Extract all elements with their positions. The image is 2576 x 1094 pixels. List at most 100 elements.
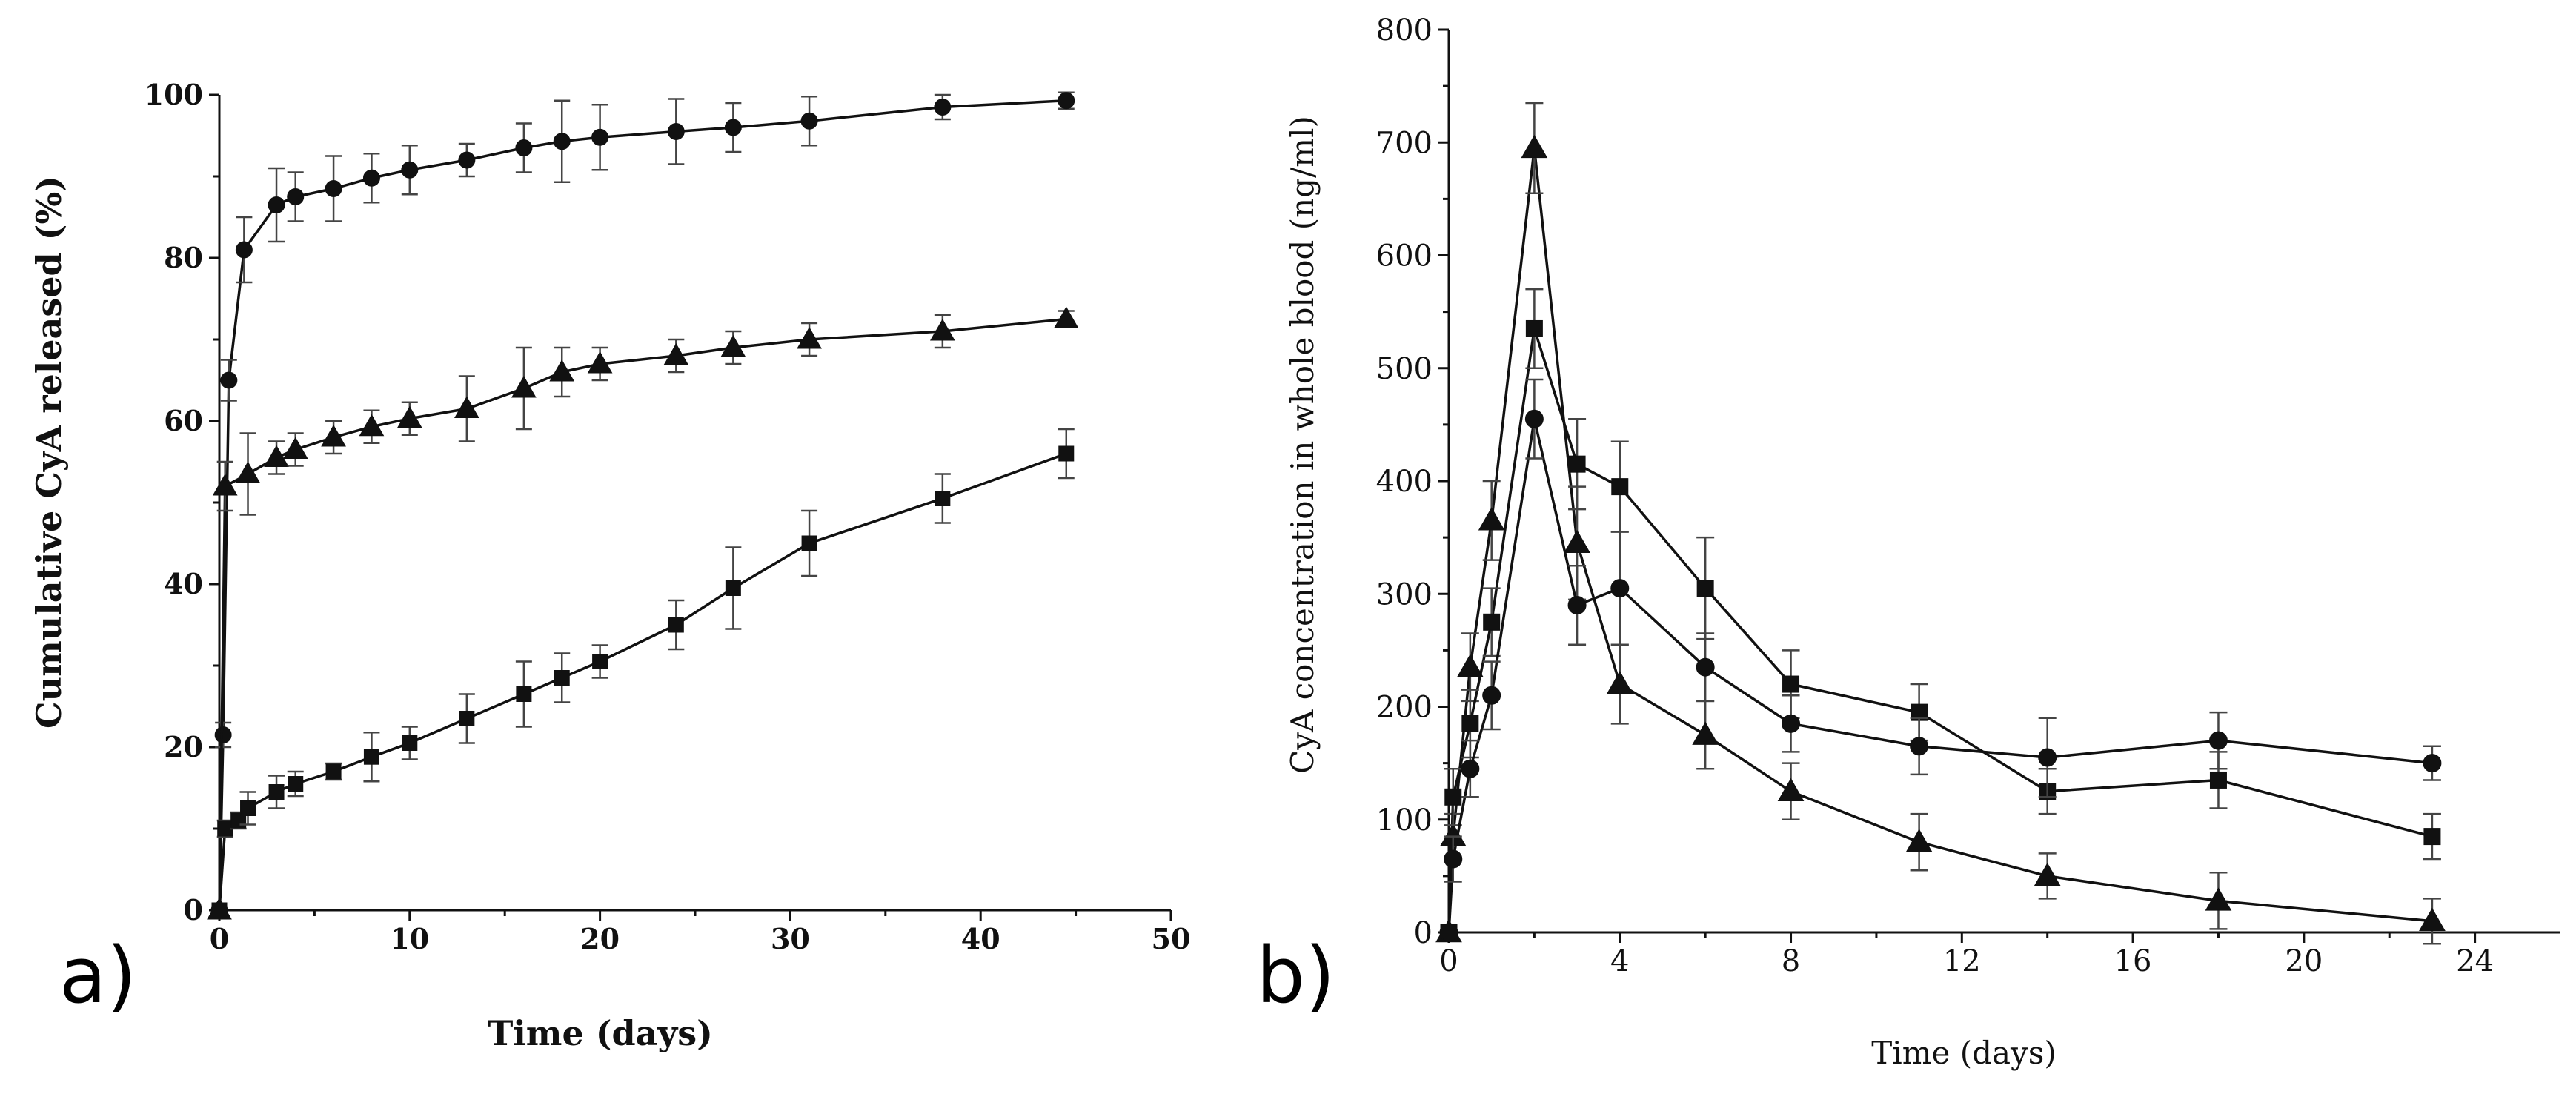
series-circle <box>210 91 1075 919</box>
y-tick-label: 0 <box>184 893 203 926</box>
data-point-circle <box>1461 759 1480 778</box>
x-tick-label: 0 <box>210 922 229 955</box>
series-line-square <box>1447 328 2433 933</box>
y-tick-label: 800 <box>1376 13 1433 47</box>
data-point-circle <box>2423 754 2442 773</box>
data-point-circle <box>1610 579 1630 598</box>
panel-a-ticks: 0 10 20 30 40 50 0 20 40 60 80 100 <box>145 78 1191 955</box>
data-point-circle <box>591 128 609 146</box>
data-point-triangle <box>282 437 308 459</box>
y-tick-label: 600 <box>1376 239 1433 274</box>
panel-b-y-axis-title: CyA concentration in whole blood (ng/ml) <box>1284 116 1321 774</box>
data-point-triangle <box>929 318 955 341</box>
data-point-triangle <box>1606 671 1633 694</box>
data-point-triangle <box>1456 654 1484 677</box>
data-point-circle <box>214 726 232 743</box>
data-point-triangle <box>663 342 689 365</box>
data-point-circle <box>268 196 285 213</box>
data-point-triangle <box>797 326 822 349</box>
data-point-square <box>1611 478 1629 496</box>
data-point-circle <box>325 180 342 197</box>
data-point-square <box>459 711 475 726</box>
x-tick-label: 40 <box>961 922 1000 955</box>
series-triangle <box>1435 102 2446 945</box>
panel-b-ticks: 0 4 8 12 16 20 24 0 100 200 300 400 500 600 700 800 <box>1376 13 2494 978</box>
series-line-circle <box>218 99 1066 911</box>
y-tick-label: 100 <box>1376 803 1433 838</box>
data-point-square <box>211 902 228 918</box>
data-point-square <box>1058 445 1075 462</box>
data-point-triangle <box>1053 306 1079 328</box>
data-point-square <box>725 580 741 596</box>
panel-b-chart: 0 4 8 12 16 20 24 0 100 200 300 400 500 600 700 800 Tim… <box>1256 13 2560 1071</box>
data-point-triangle <box>1564 529 1590 553</box>
data-point-square <box>935 491 951 506</box>
x-tick-label: 24 <box>2456 944 2494 978</box>
data-point-square <box>288 776 304 792</box>
panel-b-series <box>1435 102 2446 945</box>
data-point-triangle <box>1521 134 1548 159</box>
data-point-square <box>554 670 570 686</box>
x-tick-label: 0 <box>1439 944 1458 978</box>
y-tick-label: 300 <box>1376 577 1433 611</box>
data-point-circle <box>800 112 818 130</box>
y-tick-label: 700 <box>1376 126 1433 160</box>
data-point-square <box>1782 675 1800 693</box>
data-point-triangle <box>1777 778 1805 801</box>
series-line-triangle <box>218 317 1066 911</box>
data-point-square <box>268 784 285 800</box>
data-point-triangle <box>359 414 385 437</box>
data-point-triangle <box>321 424 346 447</box>
data-point-circle <box>220 371 238 389</box>
data-point-circle <box>1058 92 1075 110</box>
y-tick-label: 500 <box>1376 352 1433 386</box>
series-circle <box>1439 378 2442 942</box>
panel-a-x-axis-title: Time (days) <box>488 1013 713 1053</box>
data-point-circle <box>724 119 742 136</box>
data-point-circle <box>667 123 685 140</box>
data-point-square <box>402 735 418 751</box>
panel-a-axes <box>218 95 1171 912</box>
data-point-square <box>801 535 817 551</box>
data-point-circle <box>401 161 419 179</box>
x-tick-label: 16 <box>2114 944 2152 978</box>
data-point-square <box>592 654 608 669</box>
data-point-square <box>2209 771 2227 789</box>
panel-a-y-axis-title: Cumulative CyA released (%) <box>29 176 69 729</box>
data-point-triangle <box>2034 862 2061 886</box>
data-point-triangle <box>212 473 238 496</box>
y-tick-label: 60 <box>164 404 203 437</box>
data-point-square <box>516 686 532 702</box>
data-point-circle <box>362 169 380 187</box>
data-point-circle <box>1444 849 1463 869</box>
data-point-circle <box>2038 748 2057 767</box>
data-point-circle <box>458 151 476 169</box>
y-tick-label: 100 <box>145 78 203 111</box>
data-point-square <box>1483 613 1501 631</box>
panel-a-label: a) <box>59 930 136 1021</box>
data-point-square <box>240 800 256 816</box>
y-tick-label: 400 <box>1376 465 1433 499</box>
data-point-triangle <box>454 396 479 418</box>
data-point-square <box>1568 455 1586 473</box>
panel-b-label: b) <box>1256 930 1335 1021</box>
data-point-triangle <box>2419 907 2446 932</box>
series-line-triangle <box>1447 147 2433 933</box>
panel-a-series <box>207 91 1079 920</box>
y-tick-label: 80 <box>164 241 203 274</box>
data-point-circle <box>1910 737 1929 756</box>
data-point-triangle <box>511 375 537 398</box>
x-tick-label: 12 <box>1943 944 1981 978</box>
data-point-triangle <box>1905 829 1933 852</box>
series-square <box>1440 288 2441 941</box>
data-point-triangle <box>264 445 289 467</box>
panel-a-chart: 0 10 20 30 40 50 0 20 40 60 80 100 Time (days) Cumu… <box>29 78 1190 1053</box>
data-point-circle <box>553 133 571 150</box>
data-point-circle <box>1567 595 1587 614</box>
series-triangle <box>207 306 1079 920</box>
y-tick-label: 200 <box>1376 691 1433 725</box>
data-point-square <box>668 617 684 633</box>
y-tick-label: 0 <box>1414 916 1433 950</box>
y-tick-label: 40 <box>164 567 203 600</box>
